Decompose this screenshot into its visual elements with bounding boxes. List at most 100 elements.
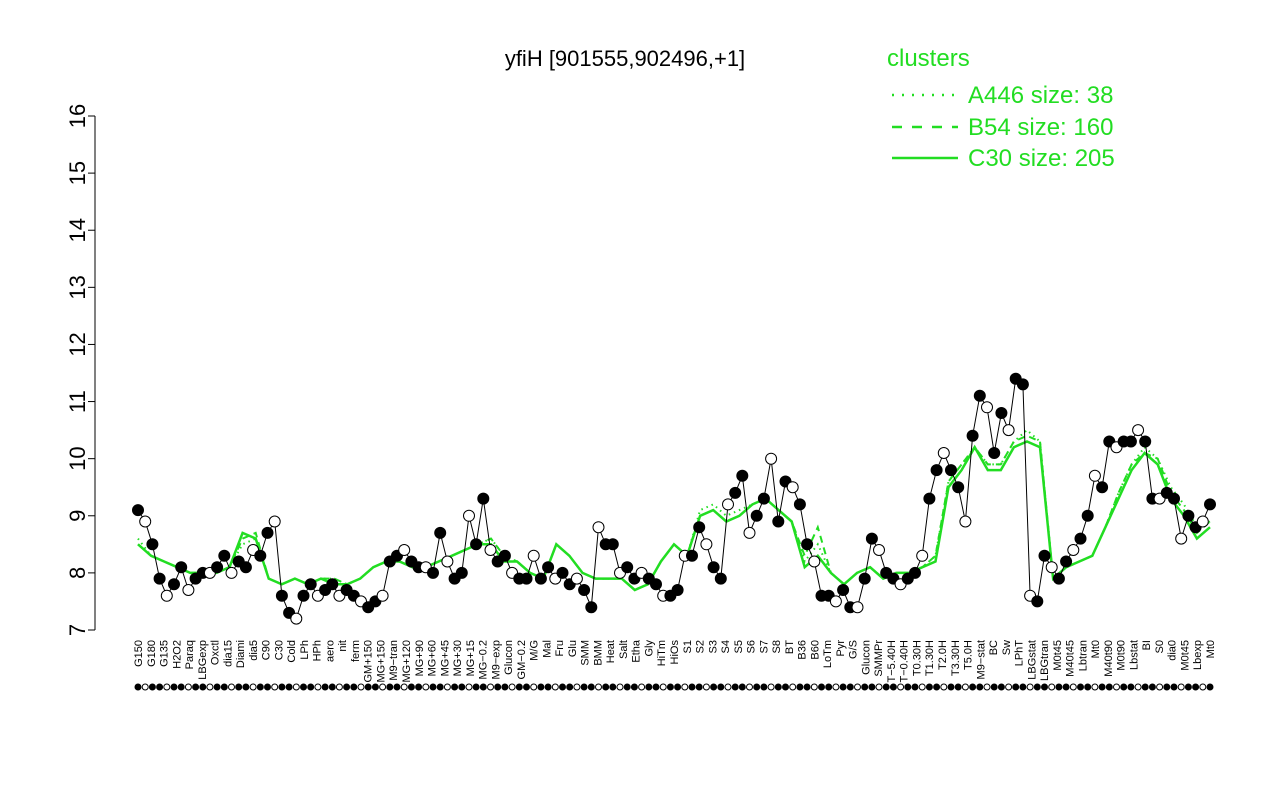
data-point [714, 572, 727, 585]
rug-point [1206, 683, 1214, 691]
x-tick-label: BC [988, 640, 1000, 655]
rug-point [710, 683, 718, 691]
x-tick-label: T−5.40H [886, 640, 898, 683]
rug-point [1026, 683, 1034, 691]
x-tick-label: Salt [618, 640, 630, 659]
data-point [801, 538, 814, 551]
x-tick-label: Etha [631, 639, 643, 663]
rug-point [753, 683, 761, 691]
x-tick-label: T0.30H [912, 640, 924, 676]
rug-point [285, 683, 293, 691]
rug-point [192, 683, 200, 691]
rug-point [1091, 683, 1099, 691]
x-tick-label: LoTm [822, 640, 834, 668]
rug-point [796, 683, 804, 691]
x-tick-label: Fru [554, 640, 566, 657]
data-point [858, 572, 871, 585]
x-tick-labels: G150 G180 G135 H2O2 Paraq LBGexp Oxctl dia15 Dia… [133, 639, 1217, 682]
data-point [239, 561, 252, 574]
x-tick-label: SMM [580, 640, 592, 666]
x-tick-label: S0 [1154, 640, 1166, 653]
data-point [326, 578, 339, 591]
rug-point [573, 683, 581, 691]
rug-point [415, 683, 423, 691]
x-tick-label: G135 [159, 640, 171, 667]
x-tick-label: T3.30H [950, 640, 962, 676]
rug-point [616, 683, 624, 691]
x-tick-label: T−0.40H [899, 640, 911, 683]
rug-point [681, 683, 689, 691]
rug-point [933, 683, 941, 691]
data-point [556, 566, 569, 579]
data-point [498, 549, 511, 562]
legend-entry-b54: B54 size: 160 [968, 114, 1113, 141]
rug-point [1012, 683, 1020, 691]
rug-point [587, 683, 595, 691]
rug-point [515, 683, 523, 691]
data-point [168, 578, 180, 591]
data-points [132, 372, 1216, 625]
rug-point [350, 683, 358, 691]
rug-point [170, 683, 178, 691]
rug-point [702, 683, 710, 691]
x-tick-label: M40t45 [1065, 640, 1077, 677]
x-tick-label: Lbstat [1128, 640, 1140, 670]
rug-point [882, 683, 890, 691]
rug-point [1098, 683, 1106, 691]
rug-point [846, 683, 854, 691]
rug-point [530, 683, 538, 691]
x-tick-label: Lbexp [1192, 640, 1204, 670]
rug-point [501, 683, 509, 691]
y-tick-label: 10 [65, 446, 90, 470]
rug-point [731, 683, 739, 691]
data-point [477, 492, 490, 505]
rug-point [1120, 683, 1128, 691]
y-axis: 7 8 9 10 11 12 13 14 15 16 [65, 104, 96, 636]
rug-point [983, 683, 991, 691]
x-tick-label: T5.0H [963, 640, 975, 670]
rug-point [537, 683, 545, 691]
rug-point [314, 683, 322, 691]
data-point [441, 555, 454, 568]
data-point [736, 469, 749, 482]
rug-point [544, 683, 552, 691]
x-tick-label: LBGexp [197, 640, 209, 680]
cluster-line-solid [137, 440, 1211, 592]
rug-point [300, 683, 307, 691]
y-tick-label: 14 [65, 218, 90, 242]
rug-point [918, 683, 926, 691]
data-point [592, 521, 605, 534]
x-tick-label: Glu [567, 640, 579, 657]
x-tick-label: H2O2 [171, 640, 183, 669]
x-tick-label: C90 [261, 640, 273, 660]
rug-point [990, 683, 998, 691]
x-tick-label: dia15 [222, 640, 234, 667]
rug-point [861, 683, 869, 691]
data-point [534, 572, 547, 585]
rug-point [343, 683, 351, 691]
rug-point [969, 683, 977, 691]
rug-point [897, 683, 905, 691]
rug-point [228, 683, 235, 691]
rug-point [1084, 683, 1092, 691]
data-point [873, 544, 885, 556]
data-point [973, 389, 986, 402]
rug-point [523, 683, 530, 691]
rug-point [997, 683, 1005, 691]
data-point [981, 401, 993, 414]
data-point [923, 492, 936, 505]
x-tick-label: Lbtran [1077, 640, 1089, 671]
rug-point [1156, 683, 1164, 691]
rug-point [307, 683, 315, 691]
data-point [1096, 481, 1109, 494]
x-tick-label: C30 [273, 640, 285, 660]
legend: clusters A446 size: 38 B54 size: 160 C30… [887, 45, 1115, 172]
rug-point [1033, 683, 1041, 691]
data-point [175, 561, 188, 574]
y-tick-label: 9 [65, 510, 90, 522]
data-point [851, 601, 864, 614]
data-point [542, 561, 555, 574]
rug-point [674, 683, 682, 691]
rug-point [904, 683, 912, 691]
x-tick-label: MG+15 [465, 640, 477, 676]
